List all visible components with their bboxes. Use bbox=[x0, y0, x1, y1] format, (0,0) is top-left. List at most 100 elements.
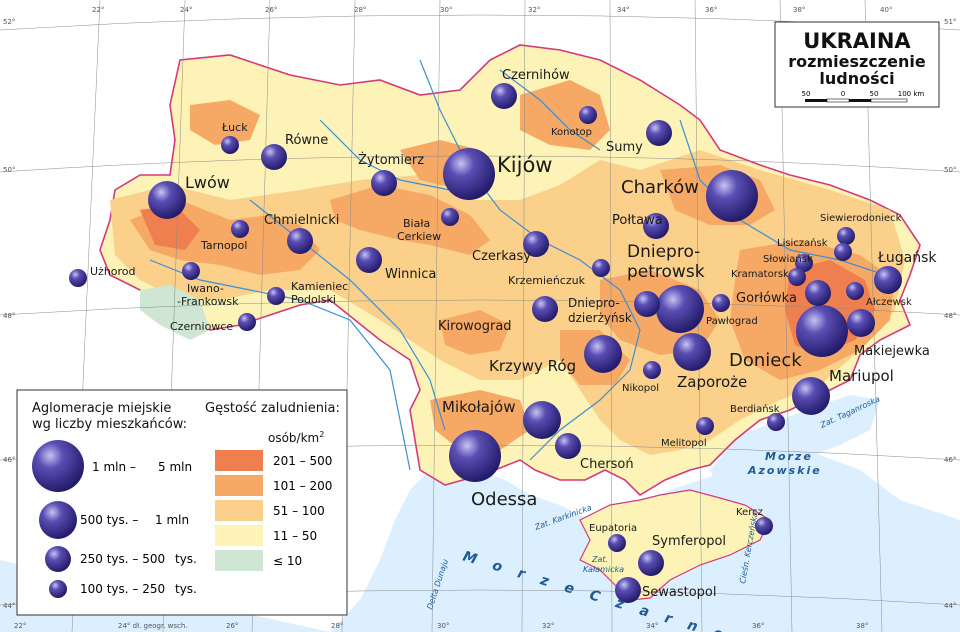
city-marker-pavlohrad[interactable] bbox=[712, 294, 730, 312]
city-marker-donetsk[interactable] bbox=[796, 305, 848, 357]
city-marker-mykolaiv[interactable] bbox=[523, 401, 561, 439]
city-marker-simferopol[interactable] bbox=[638, 550, 664, 576]
label-simferopol: Symferopol bbox=[652, 534, 726, 549]
coord-right-3: 46° bbox=[944, 456, 956, 464]
city-marker-kamianske[interactable] bbox=[634, 291, 660, 317]
label-dnipro-2: petrowsk bbox=[627, 262, 705, 282]
city-marker-uzhhorod[interactable] bbox=[69, 269, 87, 287]
city-marker-bila-tserkva[interactable] bbox=[441, 208, 459, 226]
city-marker-kamianets[interactable] bbox=[267, 287, 285, 305]
city-marker-zaporizhzhia[interactable] bbox=[673, 333, 711, 371]
density-swatch-5 bbox=[215, 550, 263, 571]
city-marker-sevastopol[interactable] bbox=[615, 577, 641, 603]
city-marker-vinnytsia[interactable] bbox=[356, 247, 382, 273]
city-marker-sumy[interactable] bbox=[646, 120, 672, 146]
legend-agglo-title-2: wg liczby mieszkańców: bbox=[32, 417, 187, 432]
city-marker-melitopol[interactable] bbox=[696, 417, 714, 435]
city-marker-zhytomyr[interactable] bbox=[371, 170, 397, 196]
legend-agglo-2a: 500 tys. – bbox=[80, 513, 138, 527]
legend-agglo-title-1: Aglomeracje miejskie bbox=[32, 401, 171, 416]
city-marker-sloviansk[interactable] bbox=[795, 254, 813, 272]
city-marker-kropyvnytskyi[interactable] bbox=[532, 296, 558, 322]
coord-bottom-5: 32° bbox=[542, 622, 554, 630]
label-lutsk: Łuck bbox=[221, 121, 248, 134]
label-ivano-frankivsk-1: Iwano- bbox=[187, 282, 224, 295]
city-marker-kherson[interactable] bbox=[555, 433, 581, 459]
city-marker-yevpatoria[interactable] bbox=[608, 534, 626, 552]
label-kyiv: Kijów bbox=[497, 153, 552, 177]
density-swatch-2 bbox=[215, 475, 263, 496]
legend-circle-s bbox=[49, 580, 67, 598]
city-labels: Kijów Charków Dniepro- petrowsk Odessa D… bbox=[90, 68, 937, 600]
label-horlivka: Gorłówka bbox=[736, 291, 797, 306]
city-marker-khmelnytskyi[interactable] bbox=[287, 228, 313, 254]
city-marker-ivano-frankivsk[interactable] bbox=[182, 262, 200, 280]
label-mariupol: Mariupol bbox=[829, 367, 894, 385]
coord-left-2: 48° bbox=[3, 312, 15, 320]
city-marker-dnipro[interactable] bbox=[656, 285, 704, 333]
city-marker-odessa[interactable] bbox=[449, 430, 501, 482]
label-azov-1: Morze bbox=[765, 450, 813, 463]
city-marker-alchevsk[interactable] bbox=[846, 282, 864, 300]
density-label-2: 101 – 200 bbox=[273, 479, 332, 493]
label-makiivka: Makiejewka bbox=[854, 344, 930, 359]
city-marker-horlivka[interactable] bbox=[805, 280, 831, 306]
label-azov-2: Azowskie bbox=[747, 464, 822, 477]
label-zaporizhzhia: Zaporoże bbox=[677, 373, 747, 391]
city-marker-kremenchuk[interactable] bbox=[592, 259, 610, 277]
scale-tick-2: 0 bbox=[841, 90, 845, 98]
legend-density-unit: osób/km2 bbox=[268, 430, 324, 445]
coord-bottom-2: 26° bbox=[226, 622, 238, 630]
title-box-frame bbox=[774, 21, 940, 108]
coord-top-6: 34° bbox=[617, 6, 629, 14]
label-bila-tserkva-2: Cerkiew bbox=[397, 230, 441, 243]
city-marker-lviv[interactable] bbox=[148, 181, 186, 219]
coord-bottom-1: 24° dł. geogr. wsch. bbox=[118, 622, 188, 630]
density-label-3: 51 – 100 bbox=[273, 504, 325, 518]
city-marker-rivne[interactable] bbox=[261, 144, 287, 170]
coord-bottom-6: 34° bbox=[646, 622, 658, 630]
label-rivne: Równe bbox=[285, 133, 328, 148]
city-marker-nikopol[interactable] bbox=[643, 361, 661, 379]
city-marker-kharkiv[interactable] bbox=[706, 170, 758, 222]
label-kramatorsk: Kramatorsk bbox=[731, 269, 789, 280]
label-kamianets-1: Kamieniec bbox=[291, 280, 348, 293]
city-marker-mariupol[interactable] bbox=[792, 377, 830, 415]
city-marker-kerch[interactable] bbox=[755, 517, 773, 535]
azov-sea bbox=[710, 395, 880, 500]
city-marker-poltava[interactable] bbox=[643, 213, 669, 239]
label-dnipro-1: Dniepro- bbox=[627, 242, 700, 262]
city-marker-berdiansk[interactable] bbox=[767, 413, 785, 431]
city-marker-chernihiv[interactable] bbox=[491, 83, 517, 109]
city-marker-konotop[interactable] bbox=[579, 106, 597, 124]
label-poltava: Połtawa bbox=[612, 213, 663, 228]
city-marker-sievierodonetsk[interactable] bbox=[837, 227, 855, 245]
city-marker-kyiv[interactable] bbox=[443, 148, 495, 200]
city-marker-kryvyi-rih[interactable] bbox=[584, 335, 622, 373]
city-marker-lutsk[interactable] bbox=[221, 136, 239, 154]
density-label-4: 11 – 50 bbox=[273, 529, 317, 543]
scale-bar: 50 0 50 100 km bbox=[802, 90, 925, 103]
label-kalamita-gulf-2: Kałamicka bbox=[583, 565, 624, 574]
density-swatch-4 bbox=[215, 525, 263, 546]
coord-left-0: 52° bbox=[3, 18, 15, 26]
coord-left-4: 44° bbox=[3, 602, 15, 610]
coord-right-1: 50° bbox=[944, 166, 956, 174]
label-konotop: Konotop bbox=[551, 127, 592, 138]
scale-tick-4: 100 km bbox=[898, 90, 925, 98]
coord-top-4: 30° bbox=[440, 6, 452, 14]
city-marker-makiivka[interactable] bbox=[847, 309, 875, 337]
city-marker-ternopil[interactable] bbox=[231, 220, 249, 238]
legend-frame bbox=[16, 389, 348, 616]
city-marker-luhansk[interactable] bbox=[874, 266, 902, 294]
city-marker-chernivtsi[interactable] bbox=[238, 313, 256, 331]
legend-density-title: Gęstość zaludnienia: bbox=[205, 401, 340, 416]
city-marker-lysychansk[interactable] bbox=[834, 243, 852, 261]
city-marker-cherkasy[interactable] bbox=[523, 231, 549, 257]
label-odessa: Odessa bbox=[471, 489, 537, 510]
label-ternopil: Tarnopol bbox=[200, 239, 247, 252]
city-marker-kramatorsk[interactable] bbox=[788, 268, 806, 286]
coord-left-1: 50° bbox=[3, 166, 15, 174]
label-kamianske-2: dzierżyńsk bbox=[568, 311, 632, 325]
